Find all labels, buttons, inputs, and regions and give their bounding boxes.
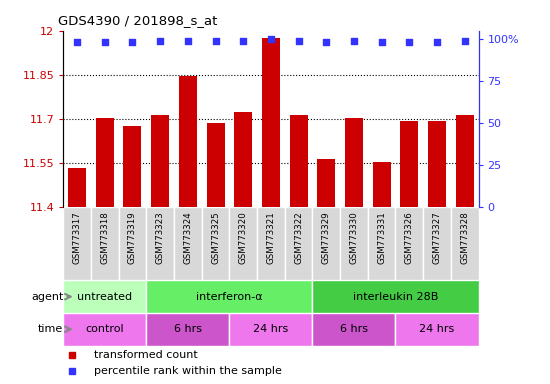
Point <box>460 38 469 44</box>
Text: GSM773317: GSM773317 <box>73 211 81 264</box>
Point <box>433 40 442 46</box>
Bar <box>151 114 169 207</box>
Text: 6 hrs: 6 hrs <box>340 324 368 334</box>
Text: GSM773330: GSM773330 <box>349 211 359 264</box>
Bar <box>68 167 86 207</box>
Point <box>377 40 386 46</box>
Bar <box>96 118 114 207</box>
Bar <box>229 207 257 280</box>
Bar <box>317 159 336 207</box>
Bar <box>63 313 146 346</box>
Bar <box>289 114 307 207</box>
Bar <box>179 76 197 207</box>
Text: agent: agent <box>31 291 63 302</box>
Text: GSM773327: GSM773327 <box>432 211 442 264</box>
Point <box>322 40 331 46</box>
Bar <box>400 121 419 207</box>
Bar <box>372 162 390 207</box>
Point <box>350 38 359 44</box>
Bar <box>202 207 229 280</box>
Bar <box>262 38 280 207</box>
Bar <box>451 207 478 280</box>
Point <box>294 38 303 44</box>
Bar <box>428 121 446 207</box>
Point <box>100 40 109 46</box>
Bar <box>234 112 252 207</box>
Point <box>73 40 81 46</box>
Point <box>128 40 137 46</box>
Bar <box>285 207 312 280</box>
Point <box>211 38 220 44</box>
Bar <box>229 313 312 346</box>
Bar <box>455 114 474 207</box>
Text: 24 hrs: 24 hrs <box>419 324 455 334</box>
Bar <box>368 207 395 280</box>
Text: percentile rank within the sample: percentile rank within the sample <box>94 366 282 376</box>
Text: GSM773328: GSM773328 <box>460 211 469 264</box>
Bar <box>119 207 146 280</box>
Point <box>239 38 248 44</box>
Text: interferon-α: interferon-α <box>196 291 263 302</box>
Text: control: control <box>85 324 124 334</box>
Bar <box>123 126 141 207</box>
Point <box>266 36 275 42</box>
Bar <box>423 207 451 280</box>
Bar <box>395 313 478 346</box>
Text: GSM773324: GSM773324 <box>183 211 192 264</box>
Text: interleukin 28B: interleukin 28B <box>353 291 438 302</box>
Bar <box>146 207 174 280</box>
Text: untreated: untreated <box>77 291 133 302</box>
Point <box>405 40 414 46</box>
Text: GSM773321: GSM773321 <box>266 211 276 264</box>
Text: 6 hrs: 6 hrs <box>174 324 202 334</box>
Text: GSM773318: GSM773318 <box>100 211 109 264</box>
Bar <box>345 118 363 207</box>
Bar <box>312 207 340 280</box>
Text: GSM773319: GSM773319 <box>128 211 137 264</box>
Bar <box>63 207 91 280</box>
Bar <box>146 313 229 346</box>
Bar <box>206 123 224 207</box>
Text: GSM773329: GSM773329 <box>322 211 331 264</box>
Bar <box>340 207 368 280</box>
Bar <box>174 207 202 280</box>
Bar <box>312 313 395 346</box>
Text: GSM773322: GSM773322 <box>294 211 303 264</box>
Text: GDS4390 / 201898_s_at: GDS4390 / 201898_s_at <box>58 14 217 27</box>
Text: GSM773326: GSM773326 <box>405 211 414 264</box>
Point <box>156 38 164 44</box>
Text: GSM773331: GSM773331 <box>377 211 386 264</box>
Text: 24 hrs: 24 hrs <box>253 324 289 334</box>
Bar <box>146 280 312 313</box>
Bar <box>63 280 146 313</box>
Text: GSM773325: GSM773325 <box>211 211 220 264</box>
Text: transformed count: transformed count <box>94 350 197 360</box>
Bar <box>91 207 119 280</box>
Bar <box>257 207 285 280</box>
Bar <box>312 280 478 313</box>
Bar <box>395 207 423 280</box>
Point <box>183 38 192 44</box>
Text: time: time <box>38 324 63 334</box>
Text: GSM773320: GSM773320 <box>239 211 248 264</box>
Text: GSM773323: GSM773323 <box>156 211 164 264</box>
